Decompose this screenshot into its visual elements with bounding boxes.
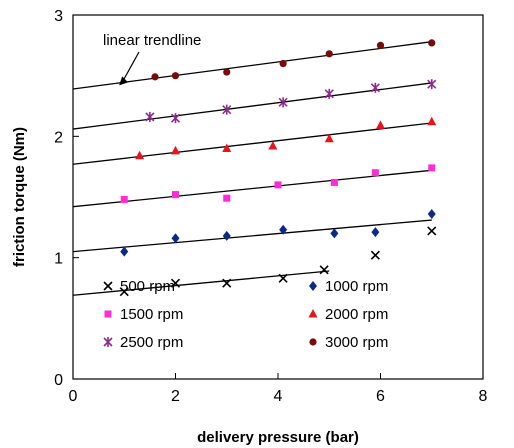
data-point bbox=[324, 133, 334, 143]
data-point bbox=[371, 227, 380, 238]
legend-item: 2500 rpm bbox=[103, 334, 183, 351]
data-point bbox=[427, 79, 437, 90]
x-tick-label: 2 bbox=[171, 388, 180, 405]
data-point bbox=[428, 164, 436, 172]
data-point bbox=[319, 265, 329, 275]
data-point bbox=[279, 224, 288, 235]
plot-area bbox=[72, 14, 484, 380]
y-axis-title: friction torque (Nm) bbox=[11, 127, 28, 267]
legend-label: 2500 rpm bbox=[120, 334, 183, 351]
legend: 500 rpm 1000 rpm 1500 rpm 2000 rpm 2500 rpm 3… bbox=[103, 278, 388, 351]
data-point bbox=[145, 111, 155, 122]
y-tick-label: 1 bbox=[54, 251, 63, 268]
data-point bbox=[171, 145, 180, 155]
data-point bbox=[428, 39, 436, 47]
x-tick-label: 4 bbox=[274, 388, 283, 405]
data-point bbox=[427, 208, 436, 219]
data-point bbox=[223, 68, 231, 76]
y-tick-label: 0 bbox=[54, 372, 63, 389]
data-point bbox=[222, 104, 232, 115]
marker-stroke bbox=[170, 278, 181, 288]
legend-item: 1000 rpm bbox=[309, 278, 388, 295]
x-tick-label: 8 bbox=[479, 388, 488, 405]
data-markers bbox=[119, 39, 437, 297]
data-point bbox=[370, 250, 380, 260]
y-tick-label: 2 bbox=[54, 129, 63, 146]
annotation-arrowhead bbox=[119, 76, 129, 86]
annotation-arrow-line bbox=[121, 51, 140, 83]
legend-marker bbox=[103, 337, 113, 347]
trendline bbox=[72, 219, 432, 253]
marker-stroke bbox=[370, 250, 380, 260]
data-point bbox=[376, 41, 385, 49]
data-point bbox=[223, 194, 231, 202]
data-point bbox=[324, 88, 334, 99]
marker-stroke bbox=[278, 273, 288, 283]
x-axis-title: delivery pressure (bar) bbox=[197, 429, 359, 446]
data-point bbox=[325, 50, 333, 58]
legend-item: 500 rpm bbox=[103, 278, 175, 295]
data-point bbox=[376, 120, 385, 129]
x-tick-label: 0 bbox=[69, 388, 78, 405]
trendline bbox=[72, 169, 432, 208]
data-point bbox=[222, 143, 232, 152]
legend-label: 1000 rpm bbox=[325, 278, 388, 295]
data-point bbox=[278, 97, 288, 108]
marker-stroke bbox=[319, 265, 329, 275]
data-point bbox=[268, 141, 278, 150]
data-point bbox=[330, 178, 338, 186]
legend-marker bbox=[104, 310, 112, 318]
data-point bbox=[274, 181, 282, 189]
marker-stroke bbox=[427, 226, 437, 236]
legend-label: 3000 rpm bbox=[325, 334, 388, 351]
data-point bbox=[370, 82, 380, 93]
legend-label: 1500 rpm bbox=[120, 306, 183, 323]
data-point bbox=[171, 72, 180, 80]
data-point bbox=[135, 150, 145, 160]
legend-marker bbox=[308, 309, 318, 318]
data-point bbox=[119, 287, 129, 297]
data-point bbox=[170, 113, 181, 124]
data-point bbox=[151, 73, 159, 81]
legend-item: 3000 rpm bbox=[309, 334, 388, 351]
data-point bbox=[330, 228, 339, 239]
legend-label: 500 rpm bbox=[120, 278, 175, 295]
data-point bbox=[120, 195, 128, 203]
trendlines bbox=[72, 41, 432, 296]
data-point bbox=[278, 273, 288, 283]
annotation-text: linear trendline bbox=[103, 32, 201, 49]
axis-ticks: 0 2 4 6 8 0 1 2 3 bbox=[54, 8, 487, 405]
x-tick-label: 6 bbox=[376, 388, 385, 405]
trendline bbox=[72, 41, 432, 90]
data-point bbox=[222, 230, 231, 241]
annotation: linear trendline bbox=[103, 32, 201, 86]
data-point bbox=[371, 169, 379, 177]
legend-marker bbox=[309, 338, 317, 346]
data-point bbox=[171, 233, 180, 244]
data-point bbox=[172, 191, 179, 199]
legend-marker bbox=[103, 281, 113, 291]
marker-stroke bbox=[222, 278, 232, 288]
data-point bbox=[170, 278, 181, 288]
legend-label: 2000 rpm bbox=[325, 306, 388, 323]
trendline bbox=[72, 122, 432, 165]
data-point bbox=[222, 278, 232, 288]
data-point bbox=[120, 246, 129, 257]
marker-stroke bbox=[103, 281, 113, 291]
data-point bbox=[279, 59, 287, 68]
legend-item: 2000 rpm bbox=[308, 306, 388, 323]
marker-stroke bbox=[119, 287, 129, 297]
legend-item: 1500 rpm bbox=[104, 306, 183, 323]
legend-marker bbox=[309, 281, 317, 291]
y-tick-label: 3 bbox=[54, 8, 63, 25]
plot-border bbox=[72, 14, 484, 380]
data-point bbox=[427, 116, 437, 126]
data-point bbox=[427, 226, 437, 236]
